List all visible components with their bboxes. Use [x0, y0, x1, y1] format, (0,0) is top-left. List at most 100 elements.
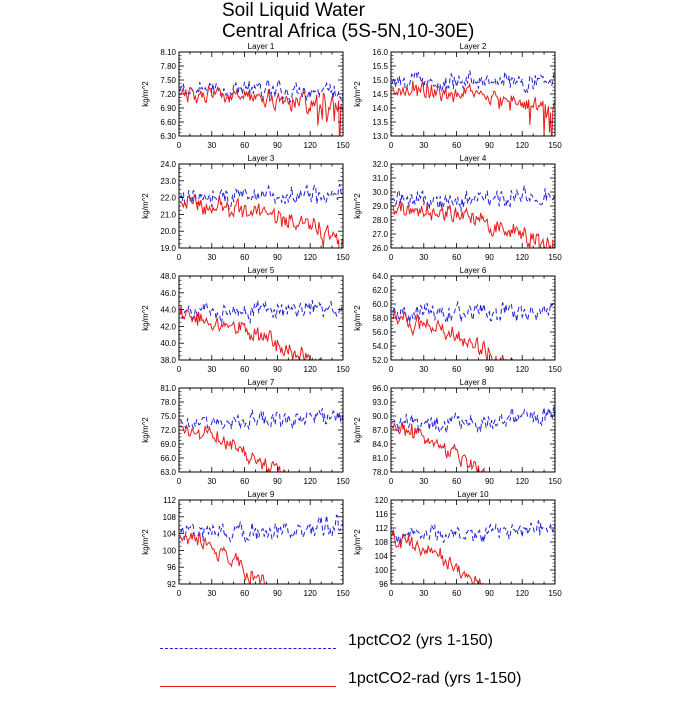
y-tick-label: 120 — [375, 496, 389, 505]
x-tick-label: 60 — [452, 253, 461, 262]
y-tick-label: 38.0 — [160, 356, 176, 365]
x-tick-label: 90 — [273, 589, 282, 598]
panel-title: Layer 5 — [248, 266, 275, 275]
y-tick-label: 23.0 — [160, 177, 176, 186]
x-tick-label: 0 — [177, 477, 182, 486]
legend-label: 1pctCO2 (yrs 1-150) — [348, 632, 493, 649]
y-tick-label: 13.5 — [372, 118, 388, 127]
y-tick-label: 42.0 — [160, 322, 176, 331]
panel-title: Layer 10 — [457, 490, 489, 499]
x-tick-label: 150 — [548, 477, 562, 486]
y-tick-label: 28.0 — [372, 216, 388, 225]
x-tick-label: 150 — [336, 253, 350, 262]
x-tick-label: 60 — [452, 141, 461, 150]
panel-title: Layer 4 — [460, 154, 487, 163]
series-line-1pctco2 — [179, 299, 343, 324]
legend-swatch-dashed — [160, 648, 336, 649]
x-tick-label: 90 — [485, 589, 494, 598]
x-tick-label: 0 — [389, 365, 394, 374]
y-axis-label: kg/m^2 — [353, 529, 362, 555]
chart-panel-8: 0 30 60 90 120 150 78.0 81.0 84.0 87.0 90.0 93.0 96.… — [353, 378, 562, 486]
x-tick-label: 0 — [389, 253, 394, 262]
x-tick-label: 0 — [177, 141, 182, 150]
series-line-1pctco2 — [391, 406, 555, 434]
series-line-1pctco2 — [179, 183, 343, 210]
x-tick-label: 60 — [452, 589, 461, 598]
x-tick-label: 150 — [336, 589, 350, 598]
panel-title: Layer 3 — [248, 154, 275, 163]
y-axis-label: kg/m^2 — [353, 305, 362, 331]
x-tick-label: 0 — [389, 589, 394, 598]
y-tick-label: 22.0 — [160, 194, 176, 203]
chart-panel-3: 0 30 60 90 120 150 19.0 20.0 21.0 22.0 23.0 24.0 Lay… — [141, 154, 350, 262]
legend-label: 1pctCO2-rad (yrs 1-150) — [348, 670, 522, 687]
y-tick-label: 104 — [375, 552, 389, 561]
y-tick-label: 60.0 — [372, 300, 388, 309]
x-tick-label: 150 — [336, 477, 350, 486]
x-tick-label: 30 — [419, 477, 428, 486]
series-line-1pctco2-rad — [179, 425, 286, 472]
panel-title: Layer 9 — [248, 490, 275, 499]
chart-panel-2: 0 30 60 90 120 150 13.0 13.5 14.0 14.5 15.0 15.5 16.… — [353, 42, 562, 150]
y-tick-label: 63.0 — [160, 468, 176, 477]
y-tick-label: 93.0 — [372, 398, 388, 407]
chart-panel-9: 0 30 60 90 120 150 92 96 100 104 108 112 Layer 9 kg/m… — [141, 490, 350, 598]
y-tick-label: 6.30 — [160, 132, 176, 141]
chart-panel-1: 0 30 60 90 120 150 6.30 6.60 6.90 7.20 7.50 7.80 8.1… — [141, 42, 350, 150]
plot-frame — [178, 163, 344, 249]
y-tick-label: 100 — [163, 546, 177, 555]
y-tick-label: 62.0 — [372, 286, 388, 295]
x-tick-label: 30 — [207, 589, 216, 598]
x-tick-label: 30 — [419, 589, 428, 598]
x-tick-label: 60 — [452, 365, 461, 374]
x-tick-label: 120 — [304, 589, 318, 598]
y-axis-label: kg/m^2 — [141, 81, 150, 107]
y-tick-label: 108 — [375, 538, 389, 547]
x-tick-label: 30 — [207, 253, 216, 262]
x-tick-label: 0 — [389, 477, 394, 486]
x-tick-label: 30 — [419, 365, 428, 374]
y-tick-label: 78.0 — [372, 468, 388, 477]
series-line-1pctco2-rad — [179, 532, 265, 584]
x-tick-label: 90 — [485, 477, 494, 486]
y-tick-label: 69.0 — [160, 440, 176, 449]
y-tick-label: 14.5 — [372, 90, 388, 99]
y-tick-label: 32.0 — [372, 160, 388, 169]
x-tick-label: 90 — [273, 365, 282, 374]
legend: 1pctCO2 (yrs 1-150) 1pctCO2-rad (yrs 1-1… — [160, 632, 580, 702]
series-line-1pctco2-rad — [391, 421, 485, 472]
chart-panel-4: 0 30 60 90 120 150 26.0 27.0 28.0 29.0 30.0 31.0 32.… — [353, 154, 562, 262]
y-axis-label: kg/m^2 — [141, 305, 150, 331]
series-line-1pctco2-rad — [180, 194, 343, 248]
y-tick-label: 81.0 — [372, 454, 388, 463]
y-tick-label: 6.90 — [160, 104, 176, 113]
series-line-1pctco2 — [391, 300, 555, 324]
panel-title: Layer 7 — [248, 378, 275, 387]
y-tick-label: 27.0 — [372, 230, 388, 239]
y-tick-label: 15.0 — [372, 76, 388, 85]
series-line-1pctco2-rad — [391, 80, 555, 136]
x-tick-label: 120 — [516, 141, 530, 150]
x-tick-label: 120 — [516, 477, 530, 486]
legend-item-1pctco2: 1pctCO2 (yrs 1-150) — [160, 632, 580, 656]
x-tick-label: 120 — [516, 253, 530, 262]
x-tick-label: 90 — [273, 253, 282, 262]
y-tick-label: 16.0 — [372, 48, 388, 57]
y-tick-label: 96 — [167, 563, 176, 572]
x-tick-label: 60 — [452, 477, 461, 486]
panel-title: Layer 6 — [460, 266, 487, 275]
x-tick-label: 90 — [485, 141, 494, 150]
panel-title: Layer 2 — [460, 42, 487, 51]
y-tick-label: 75.0 — [160, 412, 176, 421]
x-tick-label: 150 — [548, 365, 562, 374]
x-tick-label: 60 — [240, 589, 249, 598]
x-tick-label: 90 — [273, 477, 282, 486]
series-line-1pctco2-rad — [391, 529, 484, 584]
series-line-1pctco2 — [391, 185, 555, 212]
x-tick-label: 0 — [389, 141, 394, 150]
y-tick-label: 87.0 — [372, 426, 388, 435]
y-tick-label: 44.0 — [160, 306, 176, 315]
y-tick-label: 92 — [167, 580, 176, 589]
y-tick-label: 19.0 — [160, 244, 176, 253]
y-tick-label: 24.0 — [160, 160, 176, 169]
